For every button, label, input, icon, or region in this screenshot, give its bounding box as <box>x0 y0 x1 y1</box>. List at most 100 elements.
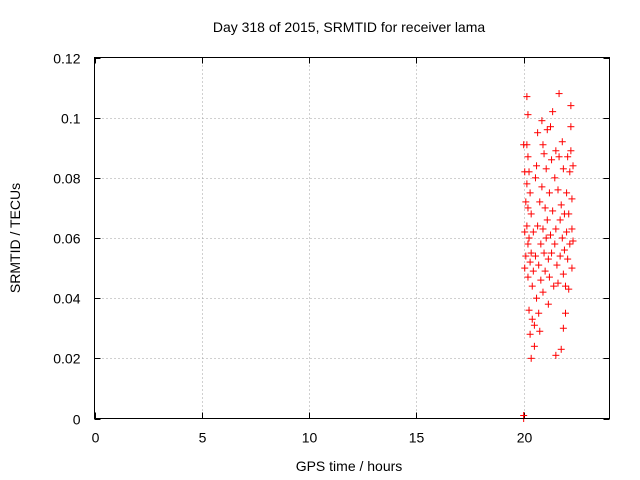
data-point <box>546 231 554 239</box>
data-point <box>552 225 560 233</box>
data-point <box>531 252 539 260</box>
data-point <box>567 123 575 131</box>
data-point <box>526 330 534 338</box>
y-tick-label: 0.02 <box>53 351 80 367</box>
data-point <box>552 351 560 359</box>
data-point <box>524 111 532 119</box>
data-point <box>556 216 564 224</box>
y-tick-label: 0 <box>73 412 81 428</box>
tick-labels: 0 0.02 0.04 0.06 0.08 0.1 0.12 0 5 10 15 20 <box>53 51 532 446</box>
data-point <box>564 255 572 263</box>
data-point <box>558 138 566 146</box>
data-point <box>554 279 562 287</box>
data-point <box>530 321 538 329</box>
data-point <box>569 162 577 170</box>
data-point <box>559 165 567 173</box>
data-point <box>568 195 576 203</box>
data-point <box>542 165 550 173</box>
data-point <box>527 249 535 257</box>
data-point <box>549 108 557 116</box>
data-point <box>542 234 550 242</box>
data-point <box>539 225 547 233</box>
data-point <box>557 345 565 353</box>
data-point <box>567 102 575 110</box>
x-axis-label: GPS time / hours <box>296 458 403 474</box>
data-point <box>559 324 567 332</box>
y-tick-label: 0.08 <box>53 171 80 187</box>
data-point <box>556 252 564 260</box>
data-point <box>520 411 528 419</box>
data-point <box>549 207 557 215</box>
data-point <box>529 267 537 275</box>
x-tick-label: 15 <box>409 430 425 446</box>
data-point <box>541 267 549 275</box>
y-tick-label: 0.04 <box>53 291 80 307</box>
data-point <box>565 285 573 293</box>
data-point <box>566 240 574 248</box>
data-point <box>551 174 559 182</box>
x-tick-label: 10 <box>302 430 318 446</box>
data-point <box>555 90 563 98</box>
x-tick-label: 20 <box>517 430 533 446</box>
data-point <box>535 309 543 317</box>
data-point <box>550 282 558 290</box>
data-point <box>545 273 553 281</box>
data-point <box>548 249 556 257</box>
axis-ticks <box>94 57 610 420</box>
chart-title: Day 318 of 2015, SRMTID for receiver lam… <box>213 19 486 35</box>
data-point <box>555 153 563 161</box>
data-point <box>536 327 544 335</box>
data-point <box>522 252 530 260</box>
data-point <box>529 228 537 236</box>
data-point <box>523 141 531 149</box>
data-point <box>567 147 575 155</box>
data-point <box>559 270 567 278</box>
data-point <box>524 204 532 212</box>
data-point <box>537 240 545 248</box>
data-point <box>541 204 549 212</box>
data-point <box>524 240 532 248</box>
data-point <box>543 126 551 134</box>
data-point <box>534 129 542 137</box>
x-tick-label: 0 <box>92 430 100 446</box>
data-point <box>554 186 562 194</box>
data-point <box>539 288 547 296</box>
data-point <box>539 141 547 149</box>
data-point <box>522 198 530 206</box>
data-point <box>538 183 546 191</box>
y-axis-label: SRMTID / TECUs <box>7 183 23 293</box>
data-point <box>557 201 565 209</box>
data-point <box>528 282 536 290</box>
x-tick-label: 5 <box>199 430 207 446</box>
data-point <box>564 153 572 161</box>
data-point <box>562 282 570 290</box>
grid <box>94 57 610 419</box>
data-point <box>546 123 554 131</box>
data-point <box>543 216 551 224</box>
data-point <box>544 255 552 263</box>
data-point <box>568 264 576 272</box>
data-point <box>545 189 553 197</box>
data-point <box>548 156 556 164</box>
data-point <box>565 210 573 218</box>
data-point <box>551 240 559 248</box>
y-tick-label: 0.06 <box>53 231 80 247</box>
y-tick-label: 0.1 <box>61 111 81 127</box>
data-point <box>540 249 548 257</box>
data-point <box>563 189 571 197</box>
data-point <box>536 198 544 206</box>
data-point <box>521 228 529 236</box>
data-point <box>524 153 532 161</box>
data-point <box>525 234 533 242</box>
data-point <box>540 150 548 158</box>
data-point <box>525 168 533 176</box>
data-point <box>553 261 561 269</box>
data-point <box>525 306 533 314</box>
data-point <box>527 210 535 218</box>
data-point <box>523 222 531 230</box>
data-point <box>523 93 531 101</box>
data-points <box>520 90 577 422</box>
data-point <box>524 273 532 281</box>
data-point <box>538 117 546 125</box>
